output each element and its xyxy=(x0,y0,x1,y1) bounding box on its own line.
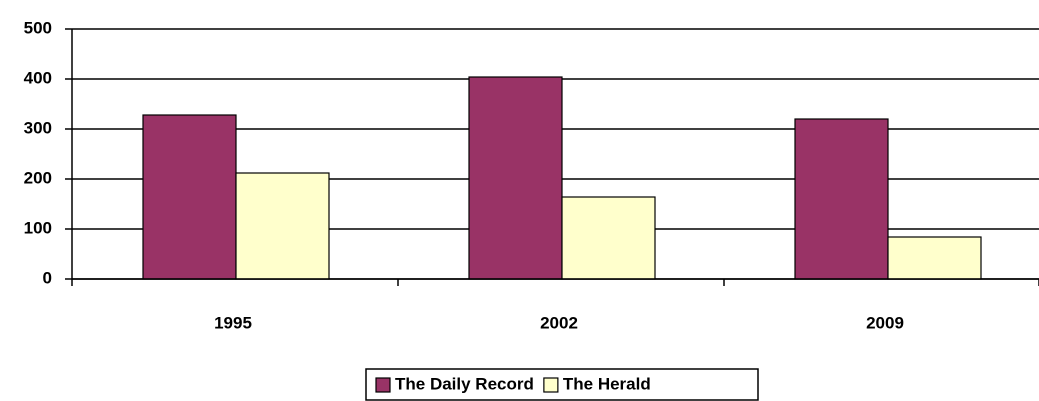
legend-swatch xyxy=(543,377,559,393)
y-tick-label: 200 xyxy=(24,168,52,187)
bar xyxy=(235,172,330,280)
bar xyxy=(142,114,237,280)
x-tick-label: 2002 xyxy=(540,313,578,332)
legend-label: The Herald xyxy=(563,374,651,393)
y-tick-label: 500 xyxy=(24,18,52,37)
y-tick-label: 100 xyxy=(24,218,52,237)
bar xyxy=(561,196,656,280)
bar xyxy=(887,236,982,280)
bar xyxy=(468,76,563,280)
legend-box xyxy=(365,368,759,401)
legend-swatch xyxy=(375,377,391,393)
y-tick-label: 400 xyxy=(24,68,52,87)
y-tick-label: 300 xyxy=(24,118,52,137)
bar xyxy=(794,118,889,280)
x-tick-label: 1995 xyxy=(214,313,252,332)
x-tick-label: 2009 xyxy=(866,313,904,332)
y-tick-label: 0 xyxy=(43,268,52,287)
legend-label: The Daily Record xyxy=(395,374,534,393)
